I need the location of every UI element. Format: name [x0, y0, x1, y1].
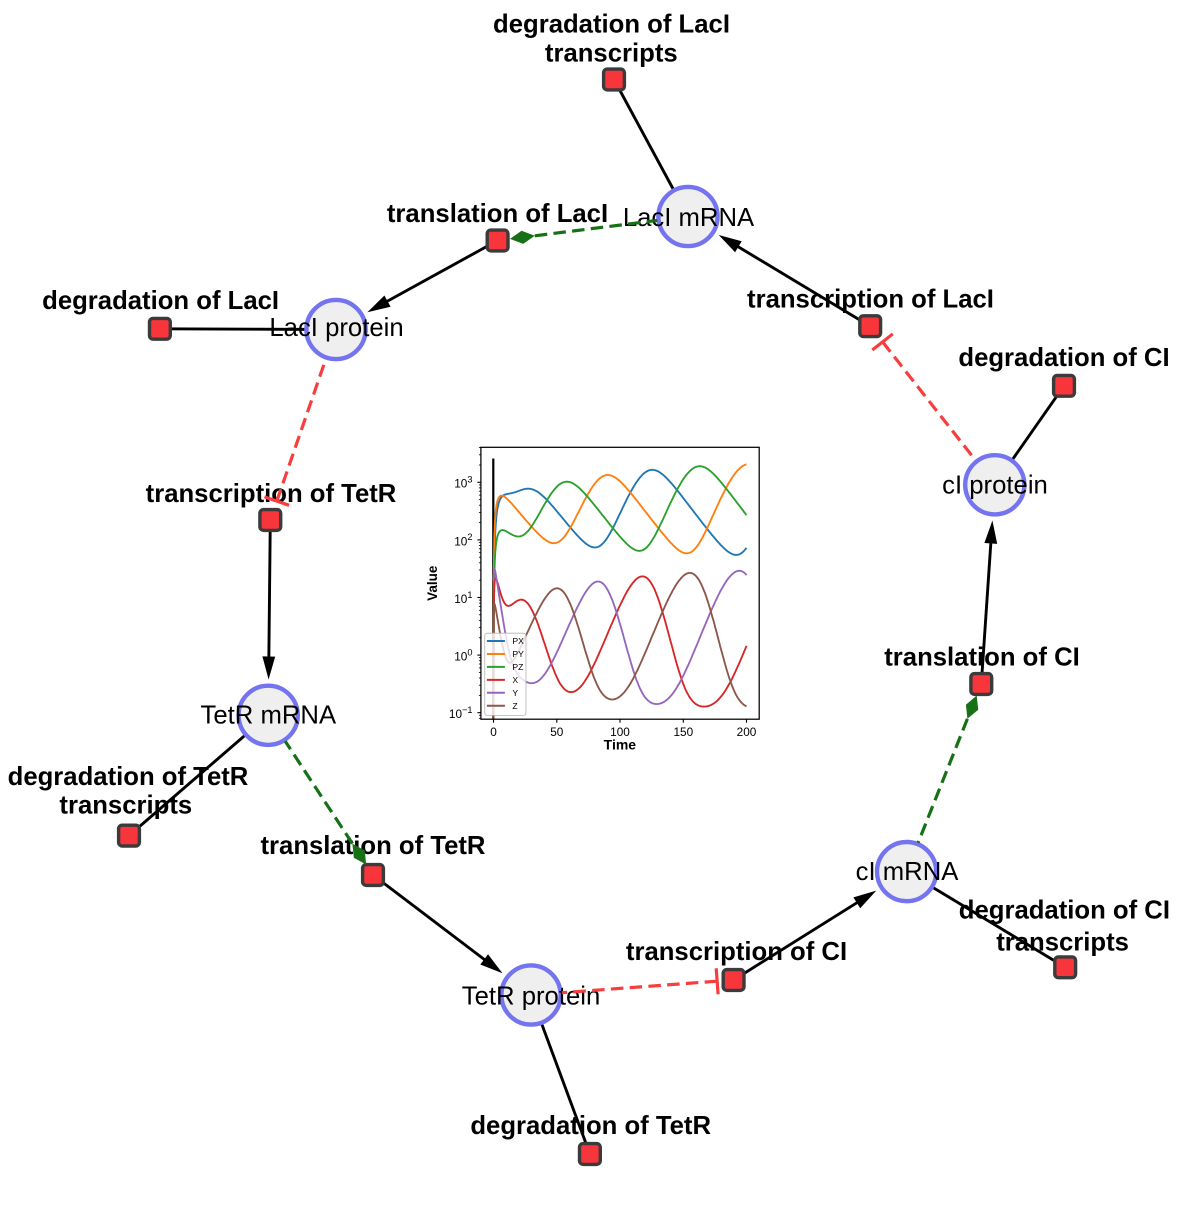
- svg-text:Z: Z: [512, 701, 517, 711]
- svg-text:transcription of LacI: transcription of LacI: [747, 285, 994, 313]
- svg-text:transcripts: transcripts: [59, 791, 192, 819]
- svg-text:degradation of TetR: degradation of TetR: [8, 763, 249, 791]
- svg-text:transcripts: transcripts: [996, 929, 1129, 957]
- svg-text:100: 100: [610, 725, 630, 739]
- svg-text:PY: PY: [512, 649, 524, 659]
- svg-text:translation of TetR: translation of TetR: [260, 832, 485, 860]
- svg-text:0: 0: [490, 725, 497, 739]
- svg-text:degradation of LacI: degradation of LacI: [42, 287, 279, 315]
- svg-text:translation of LacI: translation of LacI: [387, 200, 608, 228]
- svg-text:Value: Value: [425, 565, 440, 601]
- svg-text:transcription of TetR: transcription of TetR: [146, 480, 397, 508]
- svg-text:cI protein: cI protein: [942, 472, 1048, 500]
- svg-text:TetR mRNA: TetR mRNA: [201, 701, 337, 729]
- svg-text:LacI mRNA: LacI mRNA: [623, 204, 755, 232]
- svg-text:PZ: PZ: [512, 662, 523, 672]
- svg-text:transcripts: transcripts: [545, 39, 678, 67]
- svg-text:transcription of CI: transcription of CI: [626, 938, 847, 966]
- svg-text:cI mRNA: cI mRNA: [856, 858, 960, 886]
- svg-text:200: 200: [737, 725, 757, 739]
- svg-text:Y: Y: [512, 688, 518, 698]
- svg-text:50: 50: [550, 725, 564, 739]
- svg-text:degradation of CI: degradation of CI: [959, 897, 1170, 925]
- svg-text:translation of CI: translation of CI: [884, 643, 1080, 671]
- svg-text:LacI protein: LacI protein: [269, 314, 403, 342]
- svg-text:degradation of TetR: degradation of TetR: [470, 1112, 711, 1140]
- svg-text:TetR protein: TetR protein: [462, 982, 601, 1010]
- svg-text:degradation of CI: degradation of CI: [958, 344, 1169, 372]
- svg-text:Time: Time: [604, 737, 637, 753]
- svg-text:X: X: [512, 675, 518, 685]
- svg-text:PX: PX: [512, 636, 524, 646]
- svg-text:150: 150: [673, 725, 693, 739]
- svg-text:degradation of LacI: degradation of LacI: [493, 10, 730, 38]
